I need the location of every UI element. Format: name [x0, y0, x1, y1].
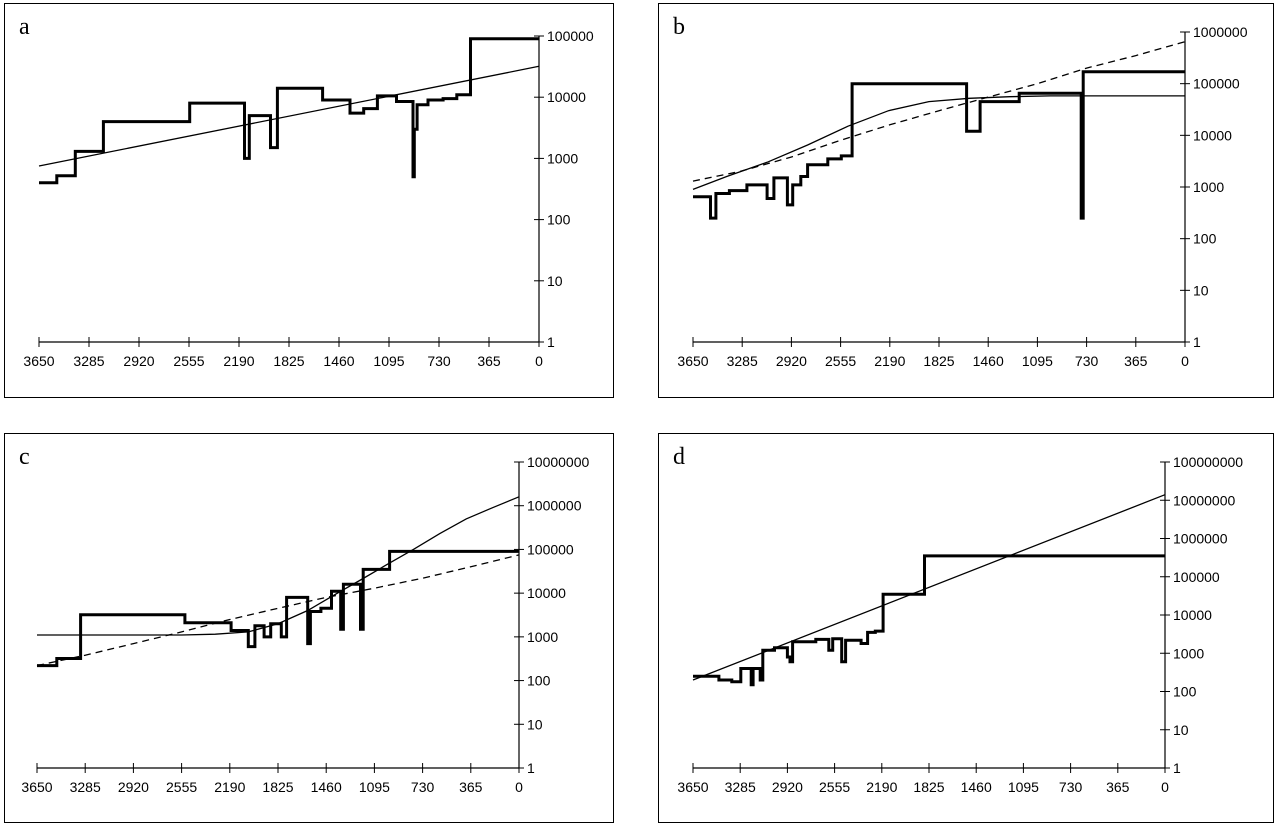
y-tick-label: 1 [547, 334, 555, 350]
x-tick-label: 1460 [973, 353, 1004, 369]
x-tick-label: 0 [515, 779, 523, 795]
x-tick-label: 3650 [677, 779, 708, 795]
series-step-line-c [37, 549, 519, 668]
y-tick-label: 1000 [1173, 645, 1204, 661]
x-tick-label: 730 [1075, 353, 1099, 369]
x-tick-label: 2555 [173, 353, 204, 369]
y-tick-label: 1000000 [527, 498, 582, 514]
x-tick-label: 2555 [825, 353, 856, 369]
series-step-line-a [39, 37, 539, 185]
panel-label-b: b [673, 14, 685, 40]
y-tick-label: 10000000 [1173, 492, 1236, 508]
x-tick-label: 1825 [262, 779, 293, 795]
x-tick-label: 2920 [772, 779, 803, 795]
y-tick-label: 10 [547, 273, 563, 289]
y-tick-label: 100000 [1173, 569, 1220, 585]
x-tick-label: 1095 [1022, 353, 1053, 369]
x-tick-label: 2190 [866, 779, 897, 795]
x-tick-label: 1460 [323, 353, 354, 369]
y-tick-label: 100 [547, 212, 571, 228]
x-tick-label: 2920 [123, 353, 154, 369]
series-thin-line-b [692, 95, 1185, 191]
x-tick-label: 1460 [311, 779, 342, 795]
x-tick-label: 1095 [373, 353, 404, 369]
x-tick-label: 2920 [118, 779, 149, 795]
panel-label-d: d [673, 444, 685, 470]
y-tick-label: 10000000 [527, 454, 590, 470]
y-tick-label: 100000 [527, 541, 574, 557]
x-tick-label: 730 [427, 353, 451, 369]
y-tick-label: 1000 [527, 629, 558, 645]
x-tick-label: 3650 [23, 353, 54, 369]
x-tick-label: 365 [1106, 779, 1130, 795]
x-tick-label: 730 [411, 779, 435, 795]
y-tick-label: 1000 [547, 150, 578, 166]
series-thin-line-d [692, 494, 1166, 681]
x-tick-label: 2555 [819, 779, 850, 795]
y-tick-label: 100 [527, 673, 551, 689]
x-tick-label: 2555 [166, 779, 197, 795]
x-tick-label: 1460 [961, 779, 992, 795]
x-tick-label: 0 [535, 353, 543, 369]
y-tick-label: 100 [1193, 231, 1217, 247]
x-tick-label: 0 [1181, 353, 1189, 369]
chart-panel-a: a 3650 3285 2920 2555 2190 1825 1460 1095 730 365 0… [4, 3, 614, 398]
x-tick-label: 0 [1161, 779, 1169, 795]
y-tick-label: 100000 [547, 28, 594, 44]
y-tick-label: 1000000 [1173, 531, 1228, 547]
panel-label-a: a [19, 14, 30, 40]
series-dashed-line-c [36, 554, 520, 667]
x-tick-label: 3285 [727, 353, 758, 369]
x-tick-label: 2190 [214, 779, 245, 795]
y-tick-label: 1000000 [1193, 24, 1248, 40]
x-tick-label: 3285 [725, 779, 756, 795]
chart-panel-c: c 3650 3285 2920 2555 2190 1825 1460 1095 730 365 0… [4, 433, 614, 823]
x-tick-label: 2920 [776, 353, 807, 369]
x-tick-label: 365 [477, 353, 501, 369]
y-tick-label: 10000 [1193, 127, 1232, 143]
x-tick-label: 1095 [1008, 779, 1039, 795]
y-tick-label: 10 [527, 716, 543, 732]
y-tick-label: 10 [1193, 282, 1209, 298]
y-tick-label: 1 [527, 760, 535, 776]
x-tick-label: 3285 [73, 353, 104, 369]
x-tick-label: 730 [1059, 779, 1083, 795]
x-tick-label: 1095 [359, 779, 390, 795]
x-tick-label: 1825 [923, 353, 954, 369]
y-tick-label: 100 [1173, 684, 1197, 700]
x-tick-label: 365 [1124, 353, 1148, 369]
x-tick-label: 3650 [21, 779, 52, 795]
x-tick-label: 3285 [70, 779, 101, 795]
series-step-line-b [693, 70, 1185, 220]
y-tick-label: 10 [1173, 722, 1189, 738]
panel-label-c: c [19, 444, 30, 470]
x-tick-label: 1825 [273, 353, 304, 369]
series-dashed-line-b [692, 41, 1186, 182]
x-tick-label: 3650 [677, 353, 708, 369]
series-thin-line-c [37, 496, 520, 636]
series-thin-line-a [38, 65, 540, 167]
y-tick-label: 10000 [547, 89, 586, 105]
y-tick-label: 10000 [527, 585, 566, 601]
series-step-line-d [693, 554, 1165, 687]
y-tick-label: 1 [1173, 760, 1181, 776]
chart-panel-d: d 3650 3285 2920 2555 2190 1825 1460 1095 730 365 0… [658, 433, 1274, 823]
y-tick-label: 1000 [1193, 179, 1224, 195]
x-tick-label: 2190 [223, 353, 254, 369]
x-tick-label: 365 [459, 779, 483, 795]
y-tick-label: 100000000 [1173, 454, 1243, 470]
y-tick-label: 1 [1193, 334, 1201, 350]
y-tick-label: 100000 [1193, 76, 1240, 92]
y-tick-label: 10000 [1173, 607, 1212, 623]
x-tick-label: 1825 [913, 779, 944, 795]
chart-panel-b: b 3650 3285 2920 2555 2190 1825 1460 1095 730 365 0… [658, 3, 1274, 398]
x-tick-label: 2190 [874, 353, 905, 369]
